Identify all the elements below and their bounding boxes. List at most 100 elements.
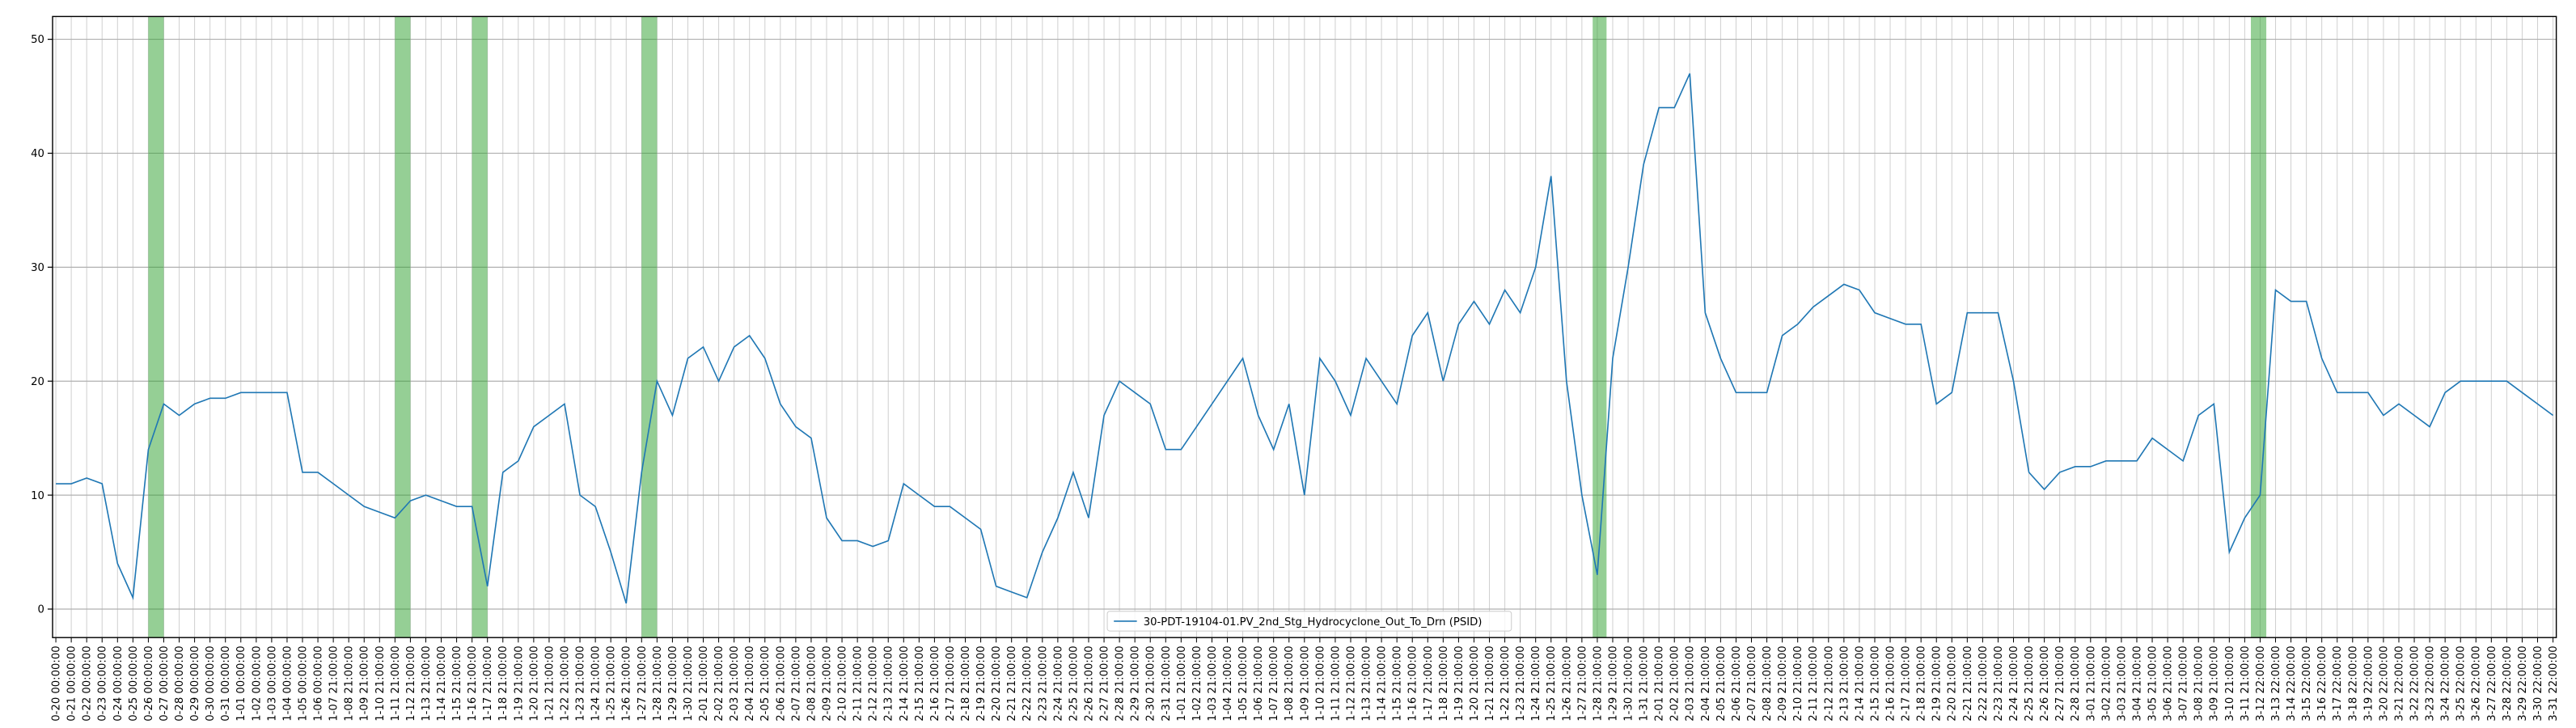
x-tick-label: 2-16 21:00:00: [1885, 645, 1897, 721]
y-tick-label: 30: [31, 262, 44, 274]
x-tick-label: 1-21 21:00:00: [544, 645, 556, 721]
x-tick-label: 2-10 21:00:00: [1792, 645, 1804, 721]
x-tick-label: 2-13 21:00:00: [1838, 645, 1851, 721]
x-tick-label: 1-24 21:00:00: [1530, 645, 1542, 721]
x-tick-label: 2-27 21:00:00: [2054, 645, 2066, 721]
x-tick-label: 1-22 21:00:00: [1499, 645, 1512, 721]
x-tick-label: 2-31 21:00:00: [1161, 645, 1173, 721]
x-tick-label: 3-22 22:00:00: [2409, 645, 2422, 721]
x-tick-label: 0-30 00:00:00: [205, 645, 217, 721]
x-tick-label: 1-20 21:00:00: [528, 645, 540, 721]
x-tick-label: 1-27 21:00:00: [1576, 645, 1588, 721]
x-tick-label: 1-05 21:00:00: [1237, 645, 1250, 721]
x-tick-label: 1-28 21:00:00: [1592, 645, 1604, 721]
x-tick-label: 2-06 21:00:00: [775, 645, 787, 721]
x-tick-label: 1-22 21:00:00: [559, 645, 571, 721]
x-tick-label: 2-07 21:00:00: [790, 645, 802, 721]
x-tick-label: 2-27 21:00:00: [1099, 645, 1111, 721]
x-tick-label: 0-24 00:00:00: [112, 645, 125, 721]
x-tick-label: 2-09 21:00:00: [821, 645, 833, 721]
x-tick-label: 1-26 21:00:00: [621, 645, 633, 721]
x-tick-label: 1-03 00:00:00: [266, 645, 278, 721]
y-tick-label: 0: [37, 604, 44, 616]
x-tick-label: 1-11 21:00:00: [1330, 645, 1342, 721]
x-tick-label: 1-16 21:00:00: [1407, 645, 1419, 721]
x-tick-label: 3-13 22:00:00: [2270, 645, 2282, 721]
highlight-span: [2251, 16, 2267, 638]
x-tick-label: 2-30 21:00:00: [1145, 645, 1157, 721]
x-tick-label: 3-25 22:00:00: [2455, 645, 2468, 721]
x-tick-label: 1-12 21:00:00: [1345, 645, 1357, 721]
highlight-span: [395, 16, 411, 638]
x-tick-label: 3-27 22:00:00: [2486, 645, 2498, 721]
x-tick-label: 1-19 21:00:00: [1453, 645, 1466, 721]
x-tick-label: 1-19 21:00:00: [513, 645, 525, 721]
x-tick-label: 1-12 21:00:00: [405, 645, 417, 721]
x-tick-label: 2-25 21:00:00: [1068, 645, 1080, 721]
x-tick-label: 1-04 21:00:00: [1222, 645, 1234, 721]
x-tick-label: 1-05 00:00:00: [297, 645, 309, 721]
x-tick-label: 2-04 21:00:00: [744, 645, 756, 721]
x-tick-label: 2-03 21:00:00: [1685, 645, 1697, 721]
x-tick-label: 3-20 22:00:00: [2378, 645, 2390, 721]
x-tick-label: 1-13 21:00:00: [421, 645, 433, 721]
highlight-span: [148, 16, 164, 638]
x-tick-label: 1-02 21:00:00: [1191, 645, 1203, 721]
legend: 30-PDT-19104-01.PV_2nd_Stg_Hydrocyclone_…: [1106, 611, 1512, 632]
x-tick-label: 1-15 21:00:00: [1392, 645, 1404, 721]
x-tick-label: 1-03 21:00:00: [1207, 645, 1219, 721]
x-tick-label: 1-08 21:00:00: [344, 645, 356, 721]
x-tick-label: 2-01 21:00:00: [1654, 645, 1666, 721]
x-tick-label: 3-19 22:00:00: [2362, 645, 2375, 721]
x-tick-label: 2-17 21:00:00: [945, 645, 957, 721]
y-tick-label: 10: [31, 490, 44, 502]
x-tick-label: 1-11 21:00:00: [390, 645, 402, 721]
x-tick-label: 2-20 21:00:00: [991, 645, 1003, 721]
x-tick-label: 3-24 22:00:00: [2440, 645, 2452, 721]
x-tick-label: 1-18 21:00:00: [497, 645, 510, 721]
x-tick-label: 3-04 21:00:00: [2131, 645, 2143, 721]
x-tick-label: 3-26 22:00:00: [2471, 645, 2483, 721]
x-tick-label: 3-06 21:00:00: [2163, 645, 2175, 721]
x-tick-label: 2-19 21:00:00: [975, 645, 988, 721]
x-tick-label: 2-16 21:00:00: [929, 645, 941, 721]
x-tick-label: 2-02 21:00:00: [713, 645, 725, 721]
x-tick-label: 2-23 21:00:00: [1993, 645, 2005, 721]
x-tick-label: 1-29 21:00:00: [667, 645, 679, 721]
x-tick-label: 0-28 00:00:00: [174, 645, 186, 721]
x-tick-label: 1-17 21:00:00: [1423, 645, 1435, 721]
x-tick-label: 1-17 21:00:00: [482, 645, 494, 721]
x-tick-label: 1-14 21:00:00: [436, 645, 448, 721]
x-tick-label: 3-02 21:00:00: [2100, 645, 2113, 721]
x-tick-label: 2-12 21:00:00: [1823, 645, 1835, 721]
x-tick-label: 1-06 21:00:00: [1253, 645, 1265, 721]
plot-frame: [52, 15, 2557, 638]
x-tick-label: 2-06 21:00:00: [1731, 645, 1743, 721]
x-tick-label: 3-31 22:00:00: [2548, 645, 2560, 721]
x-tick-label: 1-23 21:00:00: [1515, 645, 1527, 721]
x-tick-label: 0-26 00:00:00: [143, 645, 155, 721]
x-tick-label: 1-25 21:00:00: [1546, 645, 1558, 721]
x-tick-label: 0-31 00:00:00: [220, 645, 232, 721]
x-tick-label: 0-22 00:00:00: [82, 645, 94, 721]
x-tick-label: 1-07 21:00:00: [328, 645, 341, 721]
x-tick-label: 2-24 21:00:00: [1052, 645, 1064, 721]
x-tick-label: 3-05 21:00:00: [2147, 645, 2159, 721]
x-tick-label: 1-29 21:00:00: [1607, 645, 1619, 721]
x-tick-label: 2-09 21:00:00: [1777, 645, 1789, 721]
x-tick-label: 1-06 00:00:00: [313, 645, 325, 721]
x-tick-label: 3-28 22:00:00: [2502, 645, 2514, 721]
x-tick-label: 2-02 21:00:00: [1669, 645, 1681, 721]
x-tick-label: 1-26 21:00:00: [1561, 645, 1573, 721]
x-tick-label: 1-28 21:00:00: [652, 645, 664, 721]
x-tick-label: 1-09 21:00:00: [1299, 645, 1311, 721]
x-tick-label: 0-20 00:00:00: [51, 645, 63, 721]
x-tick-label: 3-14 22:00:00: [2286, 645, 2298, 721]
x-tick-label: 3-17 22:00:00: [2332, 645, 2344, 721]
x-tick-label: 3-16 22:00:00: [2316, 645, 2329, 721]
x-tick-label: 3-07 21:00:00: [2178, 645, 2190, 721]
x-tick-label: 3-21 22:00:00: [2393, 645, 2405, 721]
x-tick-label: 2-22 21:00:00: [1977, 645, 1990, 721]
x-tick-label: 2-11 21:00:00: [852, 645, 865, 721]
